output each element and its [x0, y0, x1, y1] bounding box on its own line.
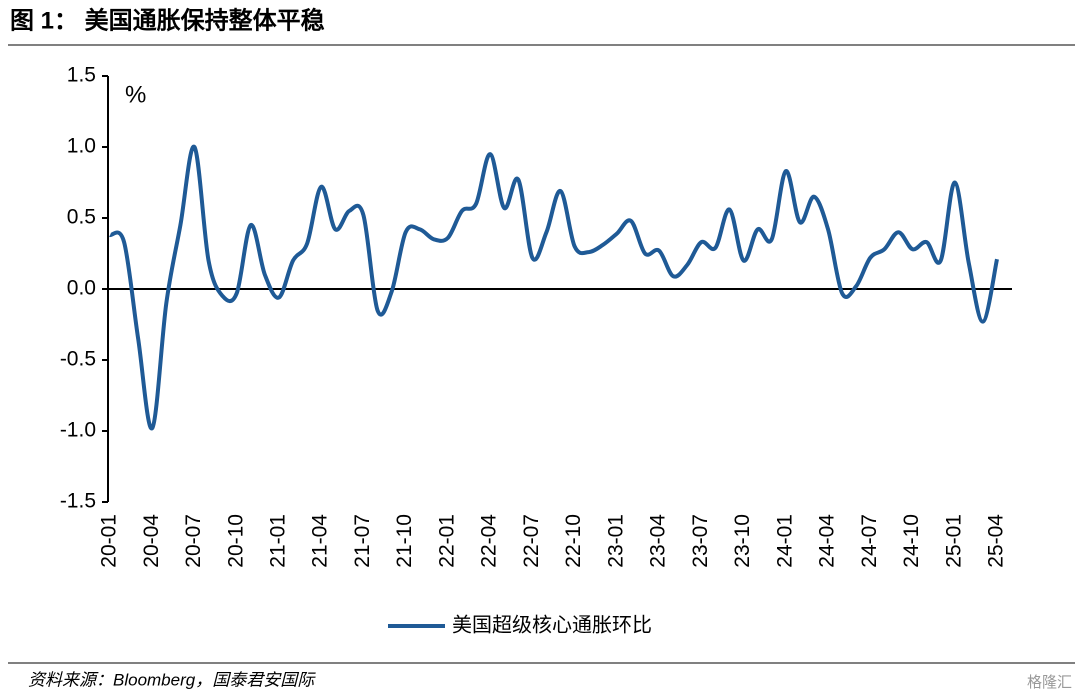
legend-label: 美国超级核心通胀环比	[452, 613, 652, 636]
x-tick-label: 22-10	[562, 514, 585, 568]
y-tick-label: -0.5	[60, 348, 96, 371]
y-unit: %	[125, 81, 146, 108]
chart-title: 图 1： 美国通胀保持整体平稳	[10, 6, 325, 34]
x-tick-label: 23-01	[604, 514, 627, 568]
x-tick-label: 22-04	[478, 514, 501, 568]
source: 资料来源：Bloomberg，国泰君安国际	[28, 670, 316, 689]
x-tick-label: 24-01	[773, 514, 796, 568]
x-tick-label: 23-10	[731, 514, 754, 568]
y-tick-label: 0.5	[67, 206, 96, 229]
watermark: 格隆汇	[1027, 674, 1072, 691]
y-tick-label: -1.5	[60, 490, 96, 513]
x-tick-label: 21-01	[266, 514, 289, 568]
x-tick-label: 24-04	[816, 514, 839, 568]
x-tick-label: 21-04	[309, 514, 332, 568]
x-tick-label: 20-07	[182, 514, 205, 568]
y-tick-label: -1.0	[60, 419, 96, 442]
x-tick-label: 20-10	[224, 514, 247, 568]
x-tick-label: 24-07	[858, 514, 881, 568]
x-tick-label: 20-04	[140, 514, 163, 568]
series-line	[109, 144, 999, 431]
y-tick-label: 0.0	[67, 277, 96, 300]
x-tick-label: 22-07	[520, 514, 543, 568]
x-tick-label: 23-04	[647, 514, 670, 568]
x-tick-label: 23-07	[689, 514, 712, 568]
x-tick-label: 25-04	[985, 514, 1008, 568]
x-tick-label: 22-01	[435, 514, 458, 568]
x-tick-label: 24-10	[900, 514, 923, 568]
x-tick-label: 21-07	[351, 514, 374, 568]
x-tick-label: 20-01	[98, 514, 121, 568]
y-tick-label: 1.5	[67, 64, 96, 87]
x-tick-label: 25-01	[942, 514, 965, 568]
x-tick-label: 21-10	[393, 514, 416, 568]
y-tick-label: 1.0	[67, 135, 96, 158]
